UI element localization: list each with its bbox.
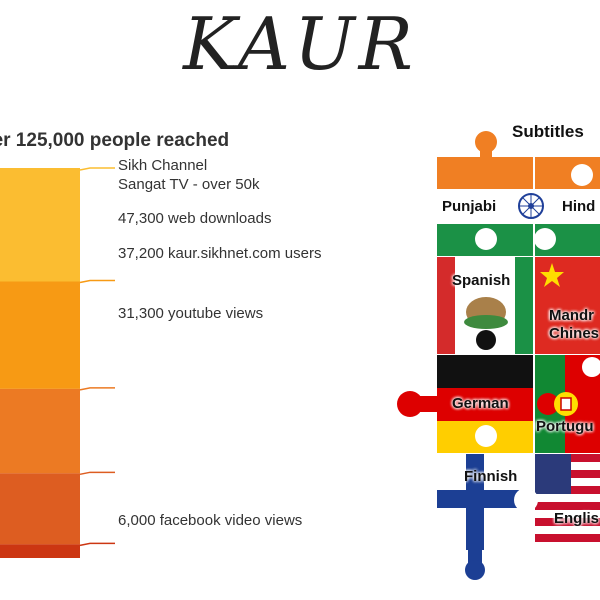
bar-label-sikhnet-users: 37,200 kaur.sikhnet.com users	[118, 245, 322, 262]
bar-label-sangat-tv: Sikh Channel Sangat TV - over 50k	[118, 156, 259, 194]
lang-label-portuguese: Portugu	[536, 418, 594, 435]
puzzle-piece-spanish	[437, 257, 533, 354]
leader-line-web-downloads	[79, 279, 115, 284]
lang-label-german: German	[452, 395, 509, 412]
kaur-logo-title: KAUR	[183, 2, 417, 86]
bar-segment-facebook-views	[0, 544, 80, 558]
lang-label-mandarin-line-1: Mandr	[549, 307, 594, 324]
leader-line-sangat-tv	[79, 167, 115, 171]
lang-label-spanish: Spanish	[452, 272, 511, 289]
bar-label-web-downloads: 47,300 web downloads	[118, 210, 272, 227]
bar-segment-youtube-views	[0, 473, 80, 545]
puzzle-piece-portuguese	[535, 355, 600, 453]
bar-label-sangat-tv-line-1: Sikh Channel	[118, 157, 208, 174]
puzzle-piece-english	[514, 454, 600, 550]
lang-label-hindi: Hind	[562, 198, 596, 215]
reach-title: ver 125,000 people reached	[0, 130, 230, 151]
bar-label-facebook-views: 6,000 facebook video views	[118, 512, 303, 529]
puzzle-piece-mandarin	[535, 257, 600, 354]
bar-label-youtube-views: 31,300 youtube views	[118, 305, 264, 322]
ashoka-chakra-icon	[518, 193, 544, 219]
bar-segment-sangat-tv	[0, 168, 80, 282]
leader-line-facebook-views	[79, 542, 115, 547]
puzzle-piece-german	[397, 355, 533, 453]
lang-label-punjabi: Punjabi	[442, 198, 497, 215]
lang-label-mandarin-line-2: Chines	[549, 325, 600, 342]
puzzle-piece-hindi	[534, 157, 600, 256]
leader-line-sikhnet-users	[79, 387, 115, 391]
bar-label-sangat-tv-line-2: Sangat TV - over 50k	[118, 176, 260, 193]
lang-label-finnish: Finnish	[464, 468, 518, 485]
subtitles-title: Subtitles	[512, 122, 584, 141]
lang-label-english: Englis	[554, 510, 600, 527]
puzzle-piece-punjabi	[437, 131, 533, 256]
bar-segment-sikhnet-users	[0, 388, 80, 474]
leader-line-youtube-views	[79, 471, 115, 476]
bar-segment-web-downloads	[0, 281, 80, 389]
